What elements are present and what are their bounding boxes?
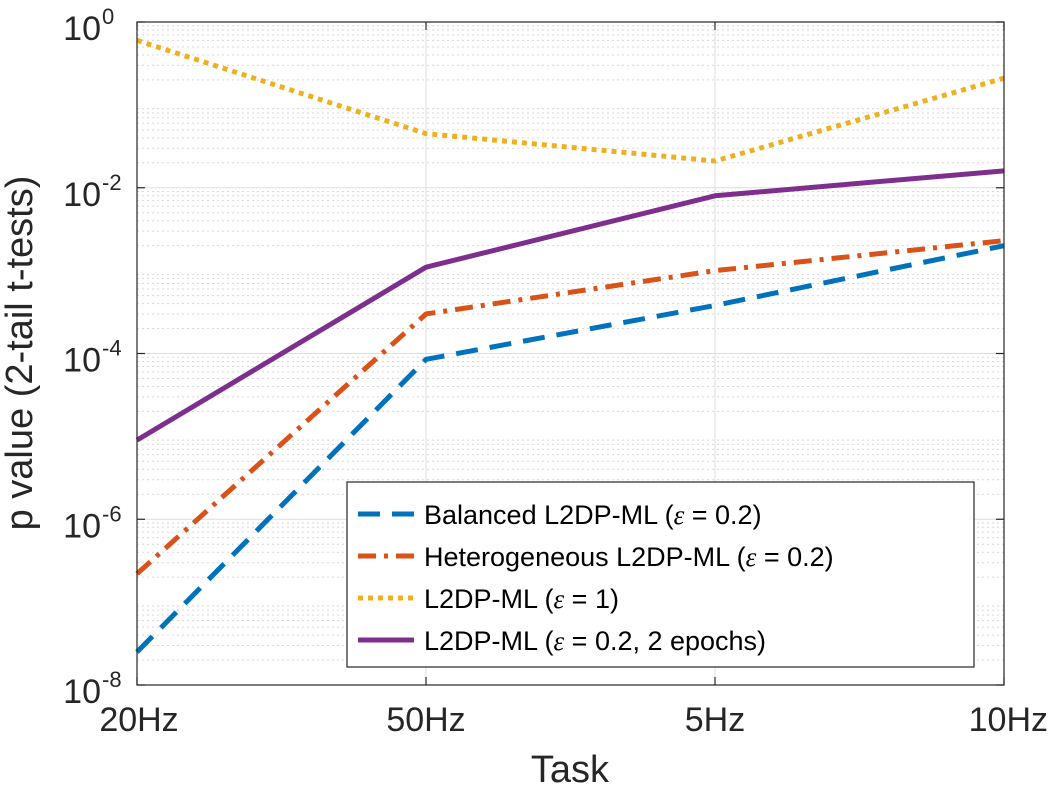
series-line-4 — [135, 168, 1005, 443]
y-tick-exponent: 0 — [102, 4, 114, 29]
series-line-1 — [135, 243, 1005, 654]
x-ticks: 20Hz 50Hz 5Hz 10Hz — [99, 22, 1048, 739]
y-tick-exponent: -8 — [102, 667, 122, 692]
legend-box — [346, 481, 975, 668]
y-axis-title: p value (2-tail t-tests) — [0, 176, 41, 531]
y-tick-exponent: -6 — [102, 501, 122, 526]
series-lines — [135, 38, 1005, 654]
legend-label-1: Balanced L2DP-ML (ε = 0.2) — [424, 500, 762, 530]
y-tick-label: 10 — [63, 10, 101, 48]
x-axis-title: Task — [531, 749, 610, 789]
series-line-2 — [135, 238, 1005, 576]
y-tick-label: 10 — [63, 673, 101, 711]
legend: Balanced L2DP-ML (ε = 0.2) Heterogeneous … — [346, 481, 975, 668]
legend-label-3: L2DP-ML (ε = 1) — [424, 584, 619, 614]
y-tick-label: 10 — [63, 507, 101, 545]
x-tick-label: 50Hz — [386, 701, 465, 739]
y-tick-label: 10 — [63, 176, 101, 214]
legend-label-2: Heterogeneous L2DP-ML (ε = 0.2) — [424, 542, 834, 572]
x-tick-label: 10Hz — [969, 701, 1048, 739]
x-tick-label: 5Hz — [685, 701, 745, 739]
legend-label-4: L2DP-ML (ε = 0.2, 2 epochs) — [424, 626, 766, 656]
x-tick-label: 20Hz — [99, 701, 178, 739]
series-line-3 — [136, 38, 1005, 164]
y-tick-exponent: -2 — [102, 170, 122, 195]
y-tick-label: 10 — [63, 342, 101, 380]
y-tick-exponent: -4 — [102, 336, 122, 361]
